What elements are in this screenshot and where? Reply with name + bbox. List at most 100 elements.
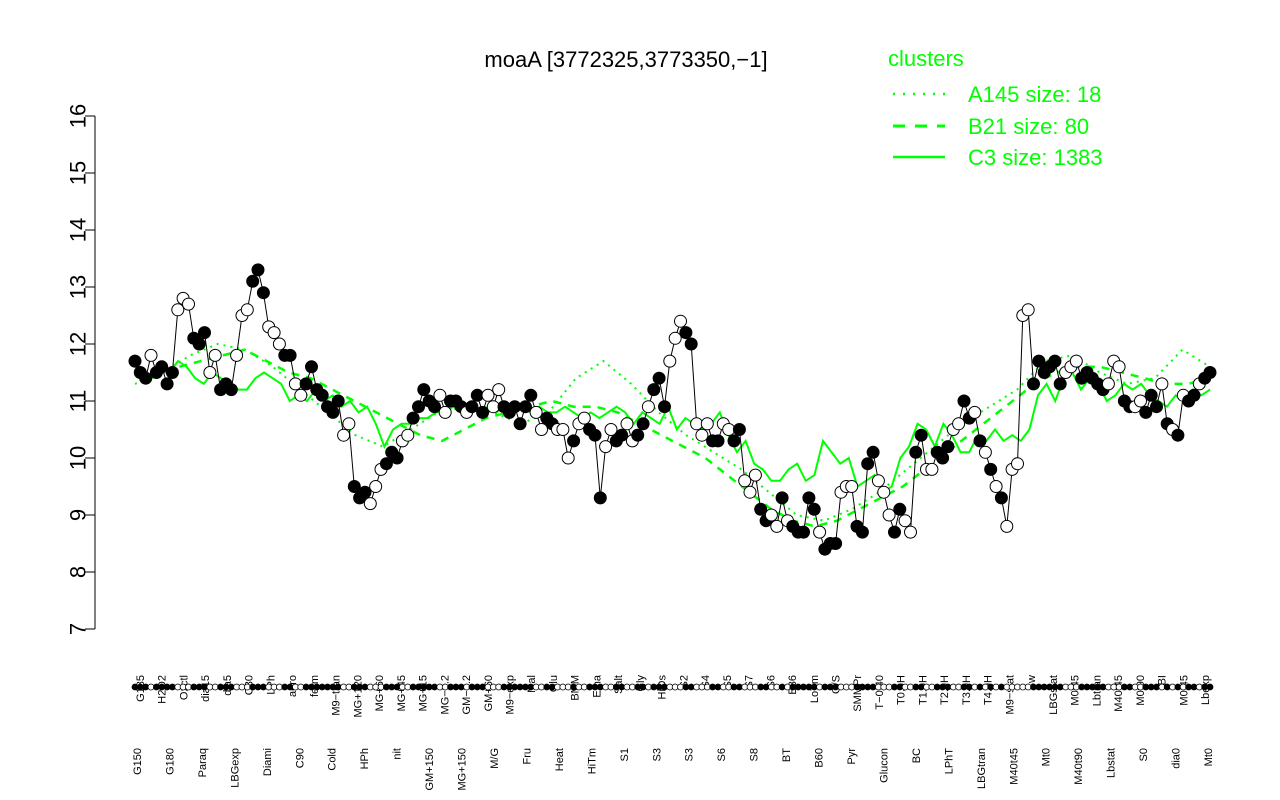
sample-point [198, 326, 211, 340]
x-tick-label: Paraq [197, 748, 209, 777]
sample-point [203, 366, 217, 379]
sample-point [192, 337, 206, 351]
x-tick-label: S3 [684, 748, 696, 761]
sample-point [363, 497, 377, 511]
chart-title: moaA [3772325,3773350,−1] [484, 47, 767, 72]
sample-point [631, 428, 645, 442]
x-tick-label: S6 [716, 748, 728, 761]
sample-point [882, 508, 896, 522]
sample-point [139, 371, 153, 385]
sample-point [941, 440, 955, 454]
sample-point [604, 423, 618, 436]
x-tick-label: Heat [554, 748, 566, 771]
x-tick-label: MG−0.2 [439, 675, 451, 714]
x-tick-label: T0.0H [896, 675, 908, 705]
sample-point [481, 388, 495, 402]
sample-point [1027, 377, 1040, 391]
sample-point [898, 514, 912, 528]
x-tick-label: G150 [132, 748, 144, 775]
sample-point [283, 348, 297, 362]
sample-point [754, 502, 768, 516]
sample-point [144, 348, 158, 362]
x-tick-label: SMMPr [852, 675, 864, 712]
sample-point [936, 451, 950, 465]
x-tick-label: LBGstat [1048, 675, 1060, 715]
sample-point [989, 480, 1003, 493]
sample-point [658, 400, 671, 414]
y-tick-label: 15 [66, 161, 91, 185]
sample-point [1171, 428, 1185, 442]
x-tick-label: nit [392, 748, 404, 760]
sample-point [406, 411, 420, 425]
sample-point [390, 451, 404, 465]
series-line-dashed [135, 348, 1211, 528]
sample-point [529, 405, 543, 419]
sample-point [433, 388, 447, 402]
sample-point [1187, 388, 1201, 402]
y-tick-label: 11 [66, 390, 91, 413]
sample-point [620, 417, 634, 431]
sample-point [978, 445, 992, 459]
y-tick-label: 14 [66, 218, 91, 242]
sample-point [588, 428, 602, 442]
sample-point [299, 377, 313, 391]
sample-point [251, 263, 265, 277]
x-tick-label: Diami [262, 748, 274, 776]
x-tick-label: MG+15 [418, 675, 430, 711]
x-tick-label: Cold [327, 748, 339, 771]
sample-point [428, 400, 441, 414]
sample-point [652, 371, 666, 385]
sample-point [315, 388, 329, 402]
sample-point [1144, 388, 1158, 402]
sample-point [663, 354, 677, 368]
x-tick-label: MG+120 [352, 675, 364, 718]
x-tick-label: HPh [359, 748, 371, 769]
sample-point [1150, 400, 1163, 414]
sample-point [358, 485, 372, 499]
sample-point [369, 480, 383, 493]
x-tick-label: LBGtran [976, 748, 988, 789]
sample-point [208, 348, 222, 362]
sample-point [1048, 354, 1062, 368]
sample-point [770, 519, 784, 533]
sample-point [240, 303, 254, 317]
sample-point [732, 423, 746, 436]
sample-point [615, 428, 629, 442]
x-tick-label: M9−tran [331, 675, 343, 716]
sample-point [128, 354, 142, 368]
x-tick-label: Pyr [846, 748, 858, 765]
sample-point [599, 440, 613, 454]
sample-point [556, 423, 570, 436]
sample-point [861, 457, 875, 471]
sample-point [246, 274, 260, 288]
y-tick-label: 12 [66, 332, 91, 356]
sample-point [342, 417, 356, 431]
y-tick-label: 7 [66, 623, 91, 635]
x-tick-label: M9−exp [504, 675, 516, 714]
sample-point [674, 314, 687, 328]
sample-point [855, 525, 869, 539]
sample-point [909, 445, 923, 459]
sample-point [925, 462, 939, 476]
sample-point [476, 405, 490, 419]
y-tick-label: 9 [66, 509, 91, 521]
sample-point [1053, 377, 1067, 391]
sample-point [1112, 360, 1126, 374]
sample-point [893, 502, 907, 516]
sample-point [711, 434, 725, 448]
sample-point [738, 474, 752, 488]
sample-point [465, 400, 479, 414]
x-tick-label: S3 [651, 748, 663, 761]
sample-point [1069, 354, 1083, 368]
sample-point [647, 383, 661, 397]
sample-point [230, 348, 244, 362]
x-tick-label: dia0 [1171, 748, 1183, 769]
sample-point [401, 428, 415, 442]
x-tick-label: BC [911, 748, 923, 763]
sample-point [524, 388, 538, 402]
x-tick-label: GM−0.2 [461, 675, 473, 714]
sample-point [492, 383, 506, 397]
legend-title: clusters [888, 46, 964, 71]
sample-point [984, 462, 998, 476]
